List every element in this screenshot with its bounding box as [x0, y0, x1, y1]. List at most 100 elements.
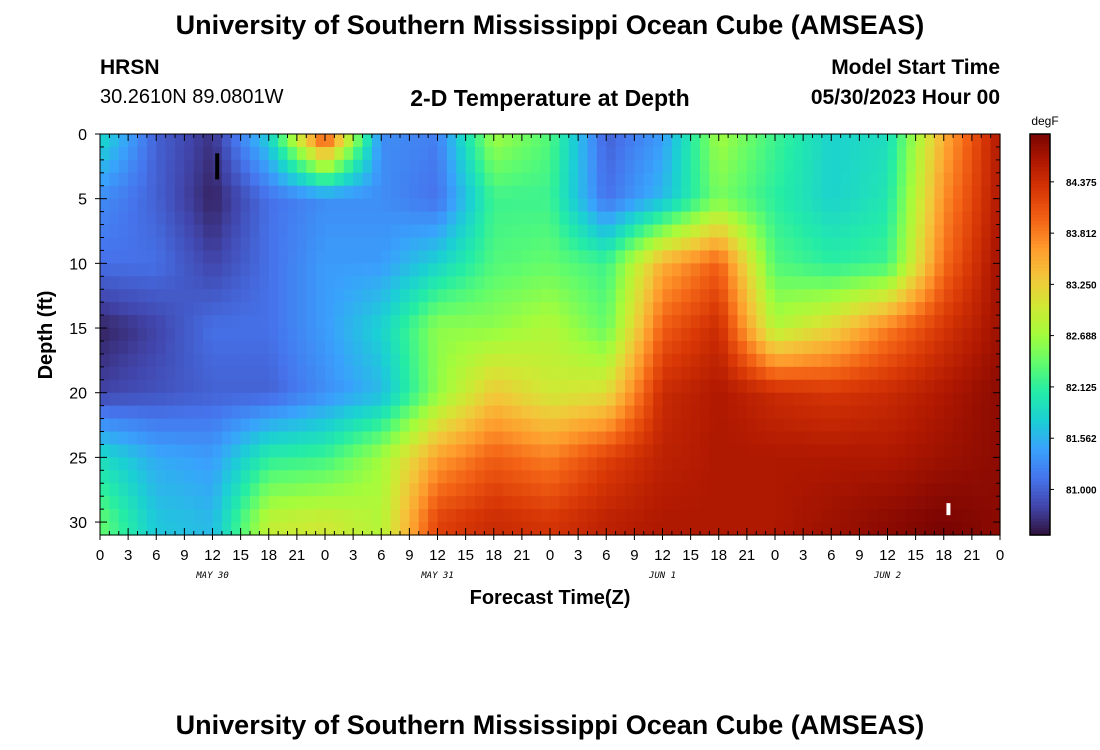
- heatmap-cell: [653, 328, 664, 342]
- heatmap-cell: [428, 302, 439, 316]
- colorbar-segment: [1030, 160, 1050, 165]
- heatmap-cell: [100, 392, 110, 407]
- heatmap-cell: [690, 224, 701, 239]
- heatmap-cell: [109, 289, 120, 303]
- heatmap-cell: [653, 522, 664, 536]
- heatmap-cell: [146, 224, 157, 239]
- heatmap-cell: [446, 509, 457, 523]
- heatmap-cell: [887, 483, 898, 497]
- heatmap-cell: [634, 366, 645, 381]
- heatmap-cell: [803, 250, 814, 264]
- heatmap-cell: [662, 483, 673, 497]
- heatmap-cell: [737, 198, 748, 213]
- heatmap-cell: [193, 237, 204, 252]
- heatmap-cell: [550, 224, 560, 239]
- heatmap-cell: [690, 315, 701, 329]
- heatmap-cell: [203, 366, 214, 381]
- heatmap-cell: [906, 328, 917, 342]
- heatmap-cell: [596, 237, 607, 252]
- heatmap-cell: [709, 457, 720, 471]
- heatmap-cell: [868, 302, 879, 316]
- heatmap-cell: [587, 263, 598, 277]
- heatmap-cell: [625, 134, 635, 148]
- heatmap-cell: [315, 405, 326, 420]
- heatmap-cell: [306, 328, 317, 342]
- heatmap-cell: [446, 211, 457, 226]
- heatmap-cell: [156, 431, 167, 446]
- heatmap-cell: [371, 185, 382, 200]
- heatmap-cell: [671, 431, 682, 446]
- heatmap-cell: [550, 134, 560, 148]
- heatmap-cell: [643, 353, 654, 368]
- heatmap-cell: [221, 379, 232, 394]
- heatmap-cell: [146, 340, 157, 355]
- heatmap-cell: [868, 172, 879, 187]
- heatmap-cell: [306, 315, 317, 329]
- heatmap-cell: [428, 211, 439, 226]
- heatmap-cell: [193, 509, 204, 523]
- heatmap-cell: [671, 198, 682, 213]
- heatmap-cell: [850, 198, 860, 213]
- heatmap-cell: [334, 276, 345, 290]
- heatmap-cell: [775, 366, 785, 381]
- heatmap-cell: [578, 328, 589, 342]
- heatmap-cell: [409, 470, 420, 484]
- y-tick-label: 30: [69, 515, 87, 532]
- heatmap-cell: [409, 328, 420, 342]
- heatmap-cell: [850, 457, 860, 471]
- heatmap-cell: [596, 302, 607, 316]
- heatmap-cell: [343, 237, 354, 252]
- heatmap-cell: [362, 457, 373, 471]
- heatmap-cell: [718, 483, 729, 497]
- heatmap-cell: [606, 405, 617, 420]
- heatmap-cell: [493, 159, 504, 174]
- heatmap-cell: [325, 509, 335, 523]
- heatmap-cell: [278, 444, 289, 458]
- heatmap-cell: [381, 250, 392, 264]
- heatmap-cell: [896, 302, 907, 316]
- heatmap-cell: [193, 263, 204, 277]
- heatmap-cell: [428, 418, 439, 433]
- heatmap-cell: [634, 263, 645, 277]
- heatmap-cell: [568, 392, 579, 407]
- heatmap-cell: [203, 340, 214, 355]
- heatmap-cell: [971, 289, 982, 303]
- heatmap-cell: [203, 353, 214, 368]
- heatmap-cell: [521, 146, 532, 161]
- heatmap-cell: [493, 302, 504, 316]
- heatmap-cell: [971, 483, 982, 497]
- heatmap-cell: [934, 211, 945, 226]
- heatmap-cell: [634, 418, 645, 433]
- heatmap-cell: [615, 159, 626, 174]
- heatmap-cell: [878, 250, 889, 264]
- heatmap-cell: [381, 198, 392, 213]
- heatmap-cell: [831, 366, 842, 381]
- heatmap-cell: [643, 328, 654, 342]
- heatmap-cell: [587, 379, 598, 394]
- heatmap-cell: [868, 366, 879, 381]
- heatmap-cell: [175, 198, 185, 213]
- heatmap-cell: [765, 509, 776, 523]
- heatmap-cell: [493, 340, 504, 355]
- heatmap-cell: [156, 509, 167, 523]
- colorbar-tick-label: 83.250: [1066, 280, 1097, 291]
- heatmap-cell: [812, 405, 823, 420]
- heatmap-cell: [831, 172, 842, 187]
- heatmap-cell: [203, 302, 214, 316]
- heatmap-cell: [906, 172, 917, 187]
- heatmap-cell: [990, 431, 1001, 446]
- heatmap-cell: [550, 353, 560, 368]
- heatmap-cell: [100, 302, 110, 316]
- heatmap-cell: [250, 328, 260, 342]
- heatmap-cell: [690, 496, 701, 510]
- heatmap-cell: [371, 483, 382, 497]
- heatmap-cell: [109, 185, 120, 200]
- heatmap-cell: [671, 522, 682, 536]
- heatmap-cell: [250, 289, 260, 303]
- heatmap-cell: [709, 172, 720, 187]
- heatmap-cell: [709, 431, 720, 446]
- heatmap-cell: [840, 509, 851, 523]
- heatmap-cell: [137, 146, 148, 161]
- heatmap-cell: [400, 224, 410, 239]
- heatmap-cell: [540, 522, 551, 536]
